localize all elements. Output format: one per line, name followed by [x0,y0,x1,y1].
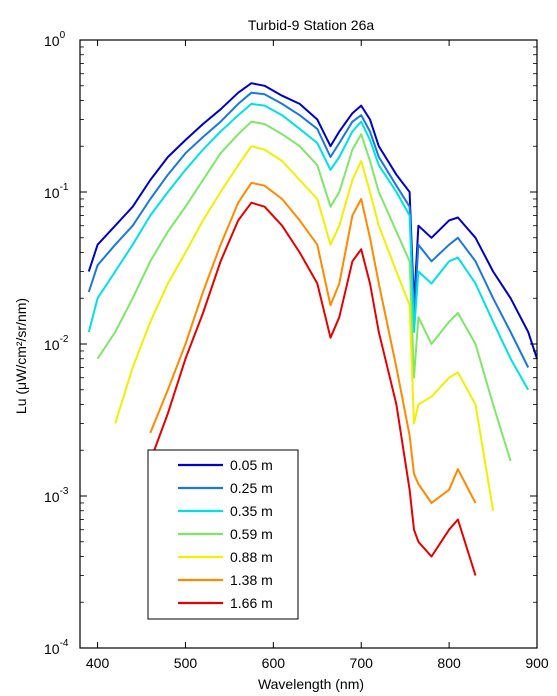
x-tick-label: 600 [262,655,286,671]
x-tick-label: 800 [437,655,461,671]
y-tick-exponent: -3 [60,486,69,497]
y-tick-label: 10-4 [44,638,69,657]
y-tick-base: 10 [44,337,60,353]
legend-label: 0.35 m [230,503,273,519]
legend-label: 1.66 m [230,595,273,611]
series-line-0-25-m [87,91,530,368]
legend: 0.05 m 0.25 m 0.35 m 0.59 m 0.88 m 1.38 m 1.66… [147,449,299,620]
x-axis-title: Wavelength (nm) [258,676,364,692]
y-tick-exponent: 0 [60,30,66,41]
x-tick-label: 500 [174,655,198,671]
y-tick-exponent: -1 [60,182,69,193]
x-tick-label: 900 [525,655,549,671]
y-tick-exponent: -4 [60,638,69,649]
y-tick-label: 10-2 [44,334,69,353]
y-tick-label: 100 [44,30,66,49]
y-tick-label: 10-1 [44,182,69,201]
series-group [87,82,538,576]
y-tick-base: 10 [44,489,60,505]
series-line-0-05-m [87,82,538,360]
series-line-1-66-m [149,201,477,576]
x-tick-label: 700 [350,655,374,671]
y-axis-title: Lu (μW/cm²/sr/nm) [13,298,29,414]
y-tick-label: 10-3 [44,486,69,505]
series-line-1-38-m [149,181,477,504]
legend-label: 0.05 m [230,457,273,473]
series-line-0-88-m [114,145,495,511]
legend-label: 0.25 m [230,480,273,496]
y-tick-base: 10 [44,33,60,49]
series-line-0-35-m [87,102,530,391]
y-tick-base: 10 [44,641,60,657]
legend-label: 1.38 m [230,572,273,588]
legend-label: 0.88 m [230,549,273,565]
series-line-0-59-m [96,120,512,462]
y-tick-base: 10 [44,185,60,201]
legend-label: 0.59 m [230,526,273,542]
chart-title: Turbid-9 Station 26a [248,17,375,33]
x-tick-label: 400 [86,655,110,671]
y-tick-exponent: -2 [60,334,69,345]
